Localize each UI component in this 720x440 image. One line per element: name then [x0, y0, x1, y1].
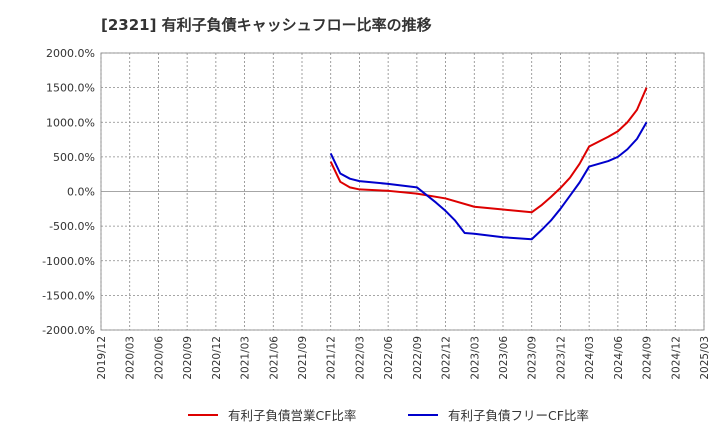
x-tick-label: 2022/09	[412, 336, 424, 380]
x-tick-label: 2023/06	[498, 336, 510, 380]
series-line-1	[329, 87, 648, 214]
grid-lines	[100, 52, 705, 331]
x-tick-label: 2020/12	[211, 336, 223, 380]
legend-label-1: 有利子負債営業CF比率	[228, 408, 356, 423]
x-tick-label: 2022/03	[354, 336, 366, 380]
x-tick-label: 2021/09	[297, 336, 309, 380]
x-tick-label: 2024/09	[642, 336, 654, 380]
y-tick-label: 500.0%	[53, 151, 95, 164]
y-tick-label: -2000.0%	[42, 324, 95, 337]
chart-title: [2321] 有利子負債キャッシュフロー比率の推移	[101, 16, 432, 34]
x-tick-label: 2020/03	[125, 336, 137, 380]
axis-layer: 2000.0% 1500.0% 1000.0% 500.0% 0.0% -500.0% -1…	[42, 47, 711, 380]
x-tick-label: 2022/06	[383, 336, 395, 380]
y-tick-label: 1500.0%	[46, 82, 95, 95]
x-tick-label: 2020/09	[182, 336, 194, 380]
x-tick-label: 2025/03	[699, 336, 711, 380]
x-tick-label: 2024/06	[613, 336, 625, 380]
x-tick-label: 2021/06	[268, 336, 280, 380]
y-tick-label: -1000.0%	[42, 255, 95, 268]
x-tick-label: 2021/12	[326, 336, 338, 380]
x-tick-label: 2024/03	[584, 336, 596, 380]
x-tick-label: 2024/12	[670, 336, 682, 380]
legend-label-2: 有利子負債フリーCF比率	[448, 408, 589, 423]
y-tick-label: -500.0%	[49, 220, 95, 233]
x-tick-label: 2022/12	[441, 336, 453, 380]
x-tick-label: 2023/09	[527, 336, 539, 380]
y-tick-label: -1500.0%	[42, 289, 95, 302]
y-tick-label: 1000.0%	[46, 116, 95, 129]
x-tick-label: 2021/03	[240, 336, 252, 380]
series-layer	[329, 87, 648, 241]
x-tick-label: 2023/03	[469, 336, 481, 380]
x-tick-label: 2023/12	[555, 336, 567, 380]
series-line-2	[329, 121, 648, 241]
x-tick-label: 2020/06	[153, 336, 165, 380]
x-tick-label: 2019/12	[96, 336, 108, 380]
y-tick-label: 0.0%	[67, 186, 95, 199]
legend: 有利子負債営業CF比率 有利子負債フリーCF比率	[188, 408, 589, 423]
y-tick-label: 2000.0%	[46, 47, 95, 60]
